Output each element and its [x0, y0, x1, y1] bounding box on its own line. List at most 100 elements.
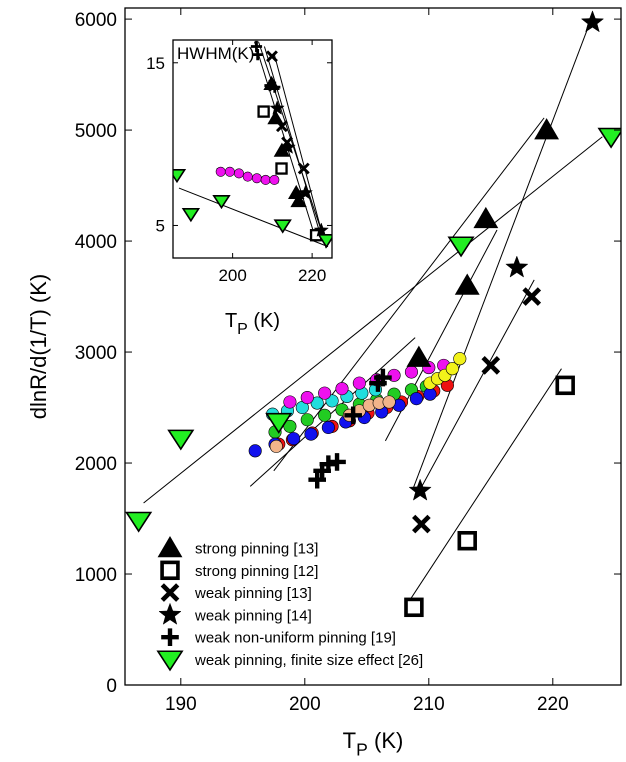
data-point — [454, 273, 480, 295]
legend-marker — [156, 650, 184, 672]
legend-label: strong pinning [13] — [195, 541, 318, 558]
x-tick-label: 220 — [298, 266, 326, 285]
data-point — [534, 118, 560, 140]
data-point — [215, 166, 226, 177]
data-point — [321, 420, 335, 435]
data-point — [252, 49, 264, 61]
fit-line — [412, 18, 592, 490]
data-point — [408, 478, 432, 501]
data-point — [125, 511, 153, 533]
data-point — [447, 236, 475, 258]
legend-item: weak pinning, finite size effect [26] — [156, 650, 423, 672]
fit-line — [178, 187, 329, 248]
legend-label: weak pinning [13] — [194, 585, 312, 602]
legend-label: weak pinning [14] — [194, 607, 312, 624]
data-point — [267, 110, 284, 125]
y-tick-label: 4000 — [75, 232, 117, 253]
legend: strong pinning [13] strong pinning [12] we… — [156, 536, 423, 672]
data-point — [304, 427, 318, 441]
fit-line — [143, 136, 603, 504]
fit-line — [273, 54, 327, 249]
legend-marker — [157, 536, 183, 558]
fit-line — [415, 279, 535, 497]
data-point — [265, 412, 293, 434]
fit-line — [249, 337, 416, 487]
data-point — [328, 453, 346, 471]
fit-line — [263, 46, 321, 234]
data-point — [404, 365, 418, 379]
x-tick-label: 190 — [165, 694, 197, 715]
data-point — [167, 429, 195, 451]
data-point — [412, 514, 431, 534]
inset-title: HWHM(K) — [177, 44, 254, 63]
data-point — [234, 168, 244, 179]
data-point — [269, 100, 285, 115]
data-point — [290, 193, 307, 208]
data-point — [505, 255, 529, 278]
x-tick-label: 220 — [537, 694, 569, 715]
data-point — [352, 376, 366, 390]
data-point — [280, 139, 296, 154]
data-point — [313, 222, 329, 237]
data-point — [297, 162, 310, 175]
data-point — [308, 470, 326, 489]
data-point — [457, 530, 477, 551]
y-tick-label: 0 — [106, 676, 117, 697]
legend-item: weak pinning [13] — [160, 583, 312, 602]
y-tick-label: 3000 — [75, 343, 117, 364]
legend-label: strong pinning [12] — [195, 563, 318, 580]
data-point — [406, 345, 432, 367]
x-tick-label: 200 — [289, 694, 321, 715]
data-point — [260, 174, 271, 185]
y-tick-label: 15 — [146, 54, 165, 73]
data-point — [445, 362, 459, 376]
data-point — [224, 166, 235, 177]
legend-label: weak non-uniform pinning [19] — [194, 630, 396, 647]
data-point — [580, 10, 605, 33]
data-point — [597, 127, 621, 149]
data-point — [257, 105, 270, 118]
data-point — [522, 287, 542, 306]
data-point — [310, 396, 324, 410]
data-point — [269, 81, 281, 93]
data-point — [266, 50, 278, 63]
legend-label: weak pinning, finite size effect [26] — [194, 652, 423, 669]
plot-frame — [124, 7, 622, 686]
data-point — [317, 234, 332, 249]
data-point — [273, 219, 292, 234]
y-tick-label: 5000 — [75, 121, 117, 142]
legend-marker — [158, 602, 182, 625]
fit-line — [273, 117, 545, 472]
data-point — [269, 174, 280, 185]
y-tick-label: 1000 — [75, 565, 117, 586]
x-tick-label: 200 — [218, 266, 246, 285]
data-point — [283, 419, 297, 433]
legend-marker — [161, 628, 179, 646]
data-point — [453, 352, 467, 366]
legend-item: strong pinning [13] — [157, 536, 318, 558]
data-point — [335, 382, 349, 396]
plot-background — [173, 40, 332, 258]
data-point — [319, 455, 338, 473]
data-point — [300, 413, 314, 427]
data-point — [382, 395, 396, 409]
data-point — [287, 432, 301, 446]
data-point — [318, 408, 332, 422]
legend-item: weak pinning [14] — [158, 602, 312, 625]
legend-item: weak non-uniform pinning [19] — [161, 628, 396, 647]
data-point — [555, 375, 575, 396]
data-point — [473, 206, 499, 229]
y-tick-label: 6000 — [75, 10, 117, 31]
y-axis-label: dlnR/d(1/T) (K) — [26, 274, 51, 419]
data-point — [275, 162, 288, 175]
data-point — [318, 386, 332, 400]
data-point — [300, 391, 314, 405]
data-point — [404, 597, 424, 618]
data-point — [269, 439, 283, 453]
legend-marker — [160, 583, 180, 602]
y-tick-label: 2000 — [75, 454, 117, 475]
x-axis-label: TP (K) — [343, 728, 404, 760]
data-point — [297, 184, 314, 200]
data-point — [275, 120, 288, 133]
